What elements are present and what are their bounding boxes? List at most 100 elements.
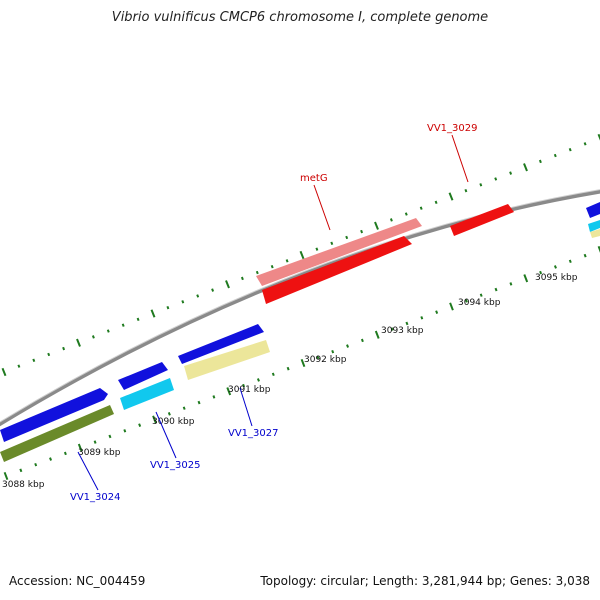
gene-label-vv1-3027[interactable]: VV1_3027 bbox=[228, 428, 279, 439]
callout-line bbox=[313, 184, 331, 231]
gene-feature[interactable] bbox=[0, 388, 108, 442]
ruler-tick bbox=[435, 310, 439, 314]
gene-feature[interactable] bbox=[0, 405, 114, 462]
ruler-tick bbox=[299, 250, 305, 260]
ruler-tick bbox=[34, 462, 38, 467]
gene-feature[interactable] bbox=[184, 340, 270, 380]
ruler-tick bbox=[464, 188, 468, 193]
ruler-tick bbox=[196, 294, 200, 298]
callout-line bbox=[155, 411, 177, 459]
ruler-tick bbox=[568, 259, 572, 264]
ruler-tick bbox=[19, 468, 23, 473]
ruler-tick bbox=[138, 423, 142, 427]
ruler-tick bbox=[316, 355, 320, 360]
ruler-tick bbox=[331, 349, 335, 354]
gene-feature[interactable] bbox=[588, 220, 600, 232]
ruler-tick bbox=[420, 316, 424, 320]
ruler-tick bbox=[523, 274, 529, 283]
ruler-tick bbox=[390, 327, 394, 331]
ruler-tick bbox=[597, 245, 600, 253]
gene-feature[interactable] bbox=[590, 229, 600, 238]
ruler-tick bbox=[286, 366, 290, 371]
ruler-tick bbox=[108, 434, 112, 439]
ruler-tick bbox=[242, 383, 246, 388]
ruler-tick bbox=[448, 192, 454, 201]
kbp-label: 3091 kbp bbox=[228, 385, 271, 395]
chromosome-backbone bbox=[0, 189, 600, 427]
ruler-tick bbox=[494, 287, 498, 292]
ruler-tick bbox=[523, 163, 528, 172]
ruler-tick bbox=[91, 335, 95, 339]
ruler-tick bbox=[479, 183, 483, 187]
ruler-tick bbox=[3, 471, 9, 481]
gene-label-metg[interactable]: metG bbox=[300, 173, 328, 184]
gene-feature-metg[interactable] bbox=[262, 236, 412, 304]
accession-text: Accession: NC_004459 bbox=[9, 574, 146, 588]
ruler-tick bbox=[553, 265, 557, 269]
ruler-tick bbox=[77, 443, 83, 452]
ruler-tick bbox=[32, 358, 36, 363]
kbp-label: 3089 kbp bbox=[78, 448, 121, 458]
ruler-tick bbox=[346, 344, 350, 348]
ruler-tick bbox=[509, 171, 513, 175]
ruler-tick bbox=[212, 395, 216, 399]
kbp-label: 3095 kbp bbox=[535, 273, 578, 283]
page-title: Vibrio vulnificus CMCP6 chromosome I, co… bbox=[111, 10, 489, 25]
gene-feature-vv1-3029[interactable] bbox=[450, 204, 514, 236]
ruler-tick bbox=[76, 338, 81, 347]
ruler-tick bbox=[1, 367, 7, 377]
ruler-tick bbox=[464, 299, 468, 303]
ruler-tick bbox=[583, 142, 587, 146]
ruler-tick bbox=[182, 406, 186, 410]
ruler-tick bbox=[449, 302, 454, 311]
ruler-tick bbox=[240, 276, 244, 281]
ruler-tick bbox=[181, 300, 185, 304]
ruler-tick bbox=[479, 293, 483, 297]
ruler-tick bbox=[568, 147, 572, 152]
ruler-tick bbox=[255, 270, 259, 275]
ruler-tick bbox=[270, 264, 274, 269]
ruler-tick bbox=[330, 241, 334, 246]
ruler-tick bbox=[197, 400, 201, 405]
ruler-tick bbox=[300, 358, 306, 368]
ruler-tick bbox=[17, 364, 21, 368]
kbp-labels: 3088 kbp 3089 kbp 3090 kbp 3091 kbp 3092… bbox=[2, 273, 578, 490]
ruler-tick bbox=[93, 440, 97, 444]
kbp-label: 3093 kbp bbox=[381, 326, 424, 336]
gene-label-vv1-3025[interactable]: VV1_3025 bbox=[150, 460, 201, 471]
features bbox=[0, 202, 600, 462]
ruler-tick bbox=[62, 346, 66, 351]
ruler-tick bbox=[553, 153, 557, 158]
ruler-tick bbox=[166, 305, 170, 310]
ruler-tick bbox=[106, 329, 110, 333]
ruler-tick bbox=[225, 280, 230, 289]
gene-feature[interactable] bbox=[586, 202, 600, 218]
callout-line bbox=[77, 451, 99, 491]
kbp-label: 3090 kbp bbox=[152, 417, 195, 427]
ruler-tick bbox=[285, 259, 289, 263]
ruler-tick bbox=[509, 282, 513, 286]
gene-feature[interactable] bbox=[118, 362, 168, 390]
kbp-label: 3094 kbp bbox=[458, 298, 501, 308]
ruler-tick bbox=[256, 378, 260, 382]
ruler-tick bbox=[226, 387, 232, 396]
gene-feature[interactable] bbox=[120, 378, 174, 410]
chromosome-backbone-highlight bbox=[0, 189, 600, 423]
ruler-tick bbox=[345, 235, 349, 240]
callout-lines bbox=[77, 134, 469, 491]
kbp-label: 3088 kbp bbox=[2, 480, 45, 490]
gene-label-vv1-3029[interactable]: VV1_3029 bbox=[427, 123, 478, 134]
ruler-tick bbox=[374, 221, 379, 230]
gene-feature[interactable] bbox=[178, 324, 264, 364]
ruler-tick bbox=[49, 457, 53, 461]
ruler-tick bbox=[583, 253, 587, 258]
ruler-tick bbox=[597, 133, 600, 141]
gene-label-vv1-3024[interactable]: VV1_3024 bbox=[70, 492, 121, 503]
inner-tick-ring bbox=[3, 245, 600, 481]
ruler-tick bbox=[360, 338, 364, 343]
callout-line bbox=[239, 387, 253, 427]
gene-feature-metg-outer[interactable] bbox=[256, 218, 422, 286]
ruler-tick bbox=[539, 270, 543, 275]
ruler-tick bbox=[152, 415, 157, 424]
ruler-tick bbox=[494, 177, 498, 181]
